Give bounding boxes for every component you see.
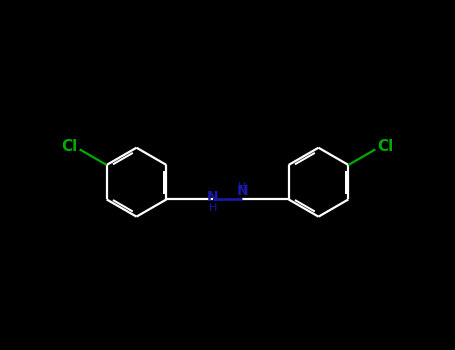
Text: Cl: Cl xyxy=(378,140,394,154)
Text: N: N xyxy=(236,184,248,198)
Text: Cl: Cl xyxy=(61,140,77,154)
Text: N: N xyxy=(207,190,219,204)
Text: H: H xyxy=(209,203,217,213)
Text: H: H xyxy=(238,182,246,192)
